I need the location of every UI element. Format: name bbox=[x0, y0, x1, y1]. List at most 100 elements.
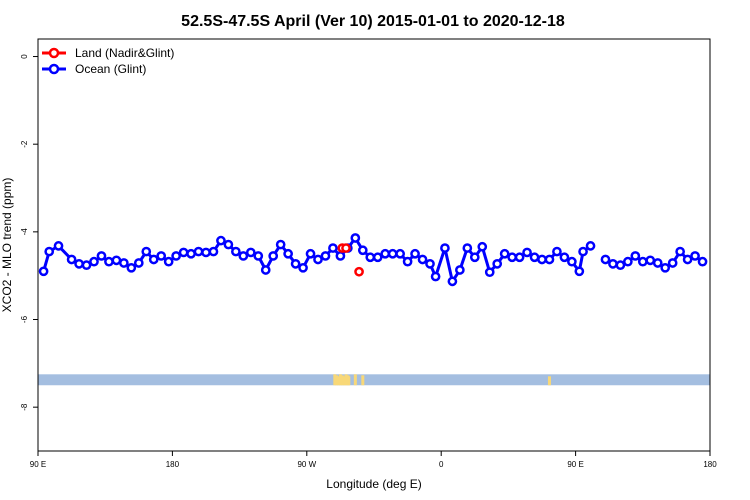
land-mark bbox=[353, 374, 357, 386]
ocean-point bbox=[559, 252, 570, 263]
ocean-point bbox=[387, 248, 398, 259]
legend-item-land: Land (Nadir&Glint) bbox=[42, 46, 174, 60]
ocean-point bbox=[133, 258, 144, 268]
ocean-point bbox=[652, 258, 663, 268]
ocean-point bbox=[380, 248, 391, 259]
y-tick-label: 0 bbox=[20, 54, 29, 59]
ocean-point bbox=[574, 266, 585, 277]
legend-ocean-marker bbox=[48, 63, 60, 75]
y-tick-label: -6 bbox=[20, 315, 29, 323]
land-mark bbox=[347, 376, 351, 386]
ocean-point bbox=[171, 251, 181, 261]
ocean-point bbox=[283, 248, 293, 259]
ocean-point bbox=[238, 251, 249, 261]
ocean-point bbox=[38, 266, 49, 277]
ocean-point bbox=[216, 235, 226, 246]
ocean-point bbox=[365, 252, 376, 263]
ocean-point bbox=[600, 254, 611, 265]
land-mark bbox=[340, 375, 344, 386]
x-tick-label: 0 bbox=[439, 460, 444, 469]
ocean-point bbox=[395, 248, 405, 259]
ocean-point bbox=[440, 243, 450, 253]
y-tick-label: -8 bbox=[20, 403, 29, 411]
ocean-point bbox=[417, 254, 428, 265]
ocean-point bbox=[66, 254, 77, 265]
ocean-point bbox=[682, 254, 693, 265]
ocean-point bbox=[260, 265, 271, 275]
x-axis-ticks: 90 E 180 90 W 0 90 E 180 bbox=[30, 451, 717, 469]
ocean-point bbox=[81, 260, 92, 271]
ocean-point bbox=[630, 251, 641, 261]
plot-area bbox=[37, 38, 711, 452]
ocean-point bbox=[499, 248, 510, 259]
ocean-point bbox=[178, 247, 189, 258]
ocean-point bbox=[410, 248, 420, 259]
legend-ocean-label: Ocean (Glint) bbox=[75, 62, 146, 76]
ocean-point bbox=[637, 256, 648, 267]
ocean-point bbox=[514, 252, 525, 263]
land-mark bbox=[337, 376, 341, 386]
ocean-point bbox=[402, 256, 413, 267]
land-mark bbox=[342, 376, 346, 386]
ocean-point bbox=[425, 258, 435, 269]
legend-land-label: Land (Nadir&Glint) bbox=[75, 46, 174, 60]
land-mark bbox=[344, 374, 348, 386]
ocean-point bbox=[193, 246, 204, 257]
ocean-point bbox=[350, 233, 361, 243]
ocean-point bbox=[141, 246, 152, 257]
y-axis-label: XCO2 - MLO trend (ppm) bbox=[0, 178, 14, 313]
ocean-point bbox=[208, 246, 219, 257]
x-tick-label: 90 E bbox=[30, 460, 46, 469]
ocean-point bbox=[104, 256, 114, 267]
x-tick-label: 90 E bbox=[567, 460, 583, 469]
land-mark bbox=[361, 375, 365, 386]
ocean-point bbox=[690, 251, 700, 261]
ocean-point bbox=[477, 241, 488, 252]
land-point bbox=[341, 243, 351, 253]
ocean-point bbox=[119, 258, 129, 268]
ocean-point bbox=[328, 243, 338, 253]
ocean-point bbox=[268, 251, 279, 261]
land-point bbox=[354, 266, 364, 277]
ocean-point bbox=[697, 256, 708, 267]
ocean-point bbox=[231, 246, 241, 257]
legend-land-marker bbox=[48, 47, 60, 59]
ocean-point bbox=[484, 267, 495, 278]
ocean-point bbox=[53, 241, 64, 251]
x-tick-label: 180 bbox=[703, 460, 717, 469]
ocean-point bbox=[660, 262, 671, 273]
ocean-point bbox=[163, 256, 174, 267]
ocean-point bbox=[537, 254, 547, 265]
ocean-point bbox=[492, 258, 503, 269]
ocean-point bbox=[275, 239, 286, 250]
ocean-point bbox=[529, 252, 540, 263]
ocean-point bbox=[305, 248, 316, 259]
series-layer bbox=[38, 233, 708, 287]
ocean-point bbox=[567, 256, 577, 267]
ocean-point bbox=[552, 246, 562, 257]
ocean-point bbox=[372, 252, 383, 263]
chart-title: 52.5S-47.5S April (Ver 10) 2015-01-01 to… bbox=[181, 13, 565, 30]
ocean-point bbox=[507, 252, 517, 263]
x-tick-label: 180 bbox=[166, 460, 180, 469]
ocean-point bbox=[44, 246, 55, 257]
ocean-point bbox=[148, 254, 159, 265]
y-tick-label: -4 bbox=[20, 228, 29, 236]
ocean-point bbox=[111, 255, 122, 266]
ocean-point bbox=[253, 251, 264, 261]
ocean-point bbox=[320, 251, 331, 261]
ocean-point bbox=[313, 254, 323, 265]
ocean-point bbox=[245, 247, 256, 258]
ocean-point bbox=[223, 239, 234, 250]
legend: Land (Nadir&Glint) Ocean (Glint) bbox=[42, 46, 174, 76]
ocean-point bbox=[126, 262, 137, 273]
ocean-point bbox=[462, 243, 473, 253]
land-marks bbox=[333, 374, 551, 386]
ocean-point bbox=[608, 258, 618, 269]
ocean-point bbox=[201, 247, 211, 258]
legend-item-ocean: Ocean (Glint) bbox=[42, 62, 146, 76]
ocean-point bbox=[585, 241, 596, 251]
land-mark bbox=[338, 374, 342, 386]
ocean-point bbox=[667, 258, 678, 268]
ocean-point bbox=[455, 265, 465, 275]
